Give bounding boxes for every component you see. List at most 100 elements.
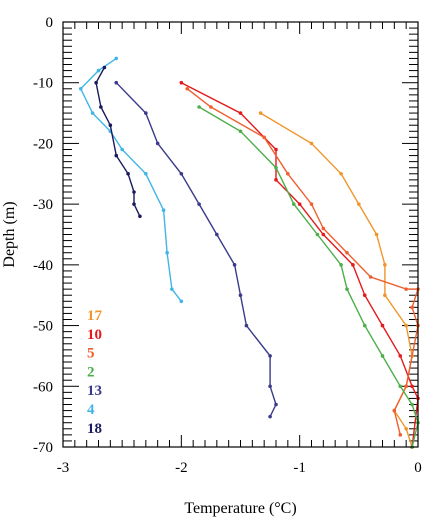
data-point (297, 202, 302, 206)
data-point (274, 402, 278, 407)
data-point (114, 80, 119, 85)
data-point (108, 123, 113, 128)
data-point (380, 323, 385, 328)
data-point (398, 354, 403, 358)
data-point (345, 250, 349, 255)
data-point (374, 232, 379, 237)
data-point (197, 105, 201, 109)
data-point (197, 202, 201, 206)
data-point (132, 202, 136, 206)
data-point (232, 263, 237, 267)
y-tick-label: -30 (33, 197, 53, 213)
series-4 (78, 56, 184, 304)
data-point (345, 287, 349, 291)
data-point (209, 105, 213, 109)
data-point (238, 111, 243, 115)
data-point (383, 293, 387, 298)
data-point (321, 226, 326, 231)
legend-entry: 4 (87, 402, 95, 418)
data-point (274, 178, 278, 182)
plot-frame (62, 21, 419, 448)
data-point (90, 111, 95, 115)
data-point (286, 171, 290, 176)
data-point (102, 65, 107, 70)
data-point (404, 426, 408, 431)
data-point (339, 263, 343, 267)
data-point (351, 263, 355, 267)
data-point (165, 250, 169, 255)
data-point (368, 275, 373, 279)
data-point (99, 105, 103, 109)
legend-entry: 17 (87, 308, 103, 324)
data-point (357, 202, 361, 206)
series-line (79, 57, 182, 302)
data-point (268, 414, 272, 419)
data-point (179, 299, 184, 304)
data-point (392, 408, 397, 413)
y-tick-label: -70 (33, 440, 53, 456)
data-point (262, 135, 266, 140)
data-point (398, 433, 403, 437)
y-tick-label: -20 (33, 136, 53, 152)
data-point (138, 214, 142, 219)
data-point (410, 305, 414, 310)
x-tick-label: -1 (293, 460, 306, 476)
data-point (410, 402, 414, 407)
series-line (260, 112, 413, 448)
x-tick-label: 0 (414, 460, 422, 476)
data-point (126, 171, 130, 176)
data-point (185, 86, 190, 91)
y-tick-label: -60 (33, 379, 53, 395)
data-point (404, 323, 408, 328)
series-2 (197, 105, 420, 449)
legend-entry: 10 (87, 327, 102, 343)
series-13 (114, 80, 278, 419)
series-line (115, 82, 277, 417)
data-point (383, 263, 387, 267)
legend-entry: 13 (87, 383, 102, 399)
data-point (339, 171, 343, 176)
data-point (274, 147, 278, 152)
data-point (155, 141, 160, 146)
legend-entry: 5 (87, 346, 95, 362)
data-point (362, 323, 367, 328)
x-tick-label: -2 (175, 460, 188, 476)
series-5 (185, 86, 420, 437)
data-point (268, 354, 272, 358)
data-point (404, 287, 408, 291)
data-point (94, 80, 98, 85)
data-point (179, 80, 184, 85)
legend-entry: 18 (87, 421, 102, 437)
data-point (268, 384, 272, 389)
series-18 (94, 65, 142, 219)
data-point (144, 171, 148, 176)
y-tick-label: 0 (46, 15, 54, 31)
y-tick-label: -10 (33, 76, 53, 92)
data-point (309, 141, 314, 146)
y-tick-label: -50 (33, 319, 53, 335)
data-point (78, 86, 83, 91)
data-point (244, 323, 249, 328)
data-point (362, 293, 367, 298)
y-axis-label: Depth (m) (1, 201, 18, 267)
data-point (215, 232, 219, 237)
data-point (410, 384, 414, 389)
data-point (96, 68, 101, 73)
data-point (238, 129, 243, 134)
tick-labels: -3 -2 -1 00-10-20-30-40-50-60-70 (33, 15, 422, 476)
data-point (114, 56, 119, 61)
x-tick-label: -3 (57, 460, 70, 476)
data-point (114, 153, 119, 158)
data-point (170, 287, 174, 291)
data-point (380, 354, 385, 358)
series-line (180, 82, 419, 448)
data-point (132, 190, 136, 194)
data-point (291, 202, 296, 206)
data-point (144, 111, 148, 115)
data-point (238, 293, 243, 298)
series-10 (179, 80, 420, 449)
series-17 (258, 111, 414, 449)
legend: 17 10 5 2 13 4 18 (87, 308, 103, 437)
data-point (398, 384, 403, 389)
